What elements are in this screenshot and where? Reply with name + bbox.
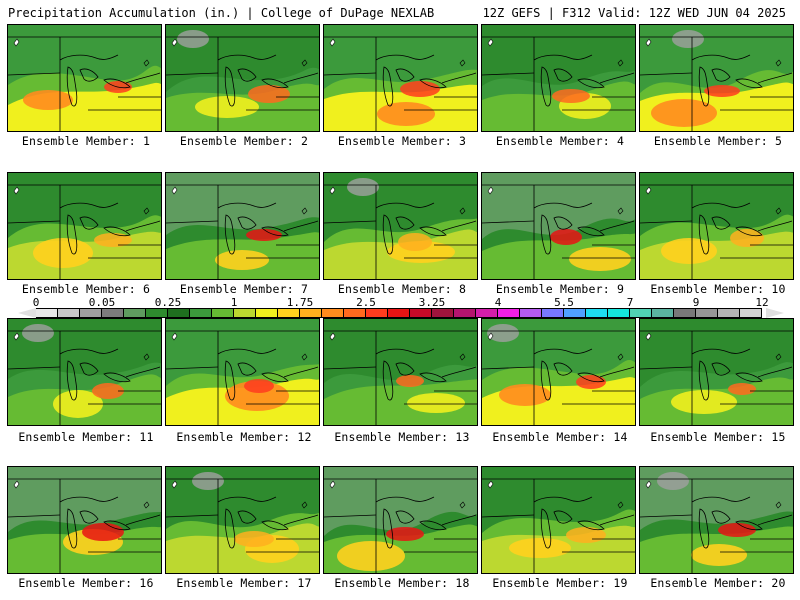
ensemble-map-11 <box>7 318 162 426</box>
colorbar-swatch <box>520 309 542 317</box>
colorbar-tick-label: 1.75 <box>286 296 314 309</box>
colorbar-swatch <box>300 309 322 317</box>
colorbar-tick-label: 5.5 <box>554 296 574 309</box>
colorbar-swatch <box>696 309 718 317</box>
colorbar-swatch <box>278 309 300 317</box>
ensemble-member-label: Ensemble Member: 18 <box>334 576 470 590</box>
colorbar-swatch <box>542 309 564 317</box>
ensemble-map-17 <box>165 466 320 574</box>
colorbar-swatch <box>476 309 498 317</box>
colorbar-swatch <box>652 309 674 317</box>
ensemble-map-10 <box>639 172 794 280</box>
colorbar-swatch <box>564 309 586 317</box>
colorbar-swatch <box>190 309 212 317</box>
ensemble-member-label: Ensemble Member: 15 <box>650 430 786 444</box>
ensemble-map-20 <box>639 466 794 574</box>
ensemble-member-label: Ensemble Member: 14 <box>492 430 628 444</box>
colorbar-swatch <box>58 309 80 317</box>
colorbar-swatch <box>80 309 102 317</box>
ensemble-map-15 <box>639 318 794 426</box>
ensemble-map-1 <box>7 24 162 132</box>
colorbar-tick-label: 12 <box>755 296 769 309</box>
colorbar-swatches <box>36 308 762 318</box>
ensemble-member-label: Ensemble Member: 17 <box>176 576 312 590</box>
colorbar-tick-label: 4 <box>494 296 502 309</box>
ensemble-map-16 <box>7 466 162 574</box>
ensemble-member-label: Ensemble Member: 2 <box>179 134 309 148</box>
colorbar-swatch <box>102 309 124 317</box>
colorbar-tick-label: 1 <box>230 296 238 309</box>
colorbar-swatch <box>410 309 432 317</box>
ensemble-map-8 <box>323 172 478 280</box>
ensemble-member-label: Ensemble Member: 10 <box>650 282 786 296</box>
colorbar-swatch <box>168 309 190 317</box>
colorbar-swatch <box>36 309 58 317</box>
precip-colorbar: 0 0.05 0.25 1 1.75 2.5 3.25 4 5.5 7 9 12 <box>0 296 800 320</box>
colorbar-swatch <box>212 309 234 317</box>
colorbar-swatch <box>234 309 256 317</box>
colorbar-tick-label: 7 <box>626 296 634 309</box>
ensemble-map-18 <box>323 466 478 574</box>
colorbar-swatch <box>498 309 520 317</box>
colorbar-swatch <box>740 309 762 317</box>
ensemble-map-3 <box>323 24 478 132</box>
ensemble-map-12 <box>165 318 320 426</box>
ensemble-map-7 <box>165 172 320 280</box>
ensemble-member-label: Ensemble Member: 7 <box>179 282 309 296</box>
ensemble-member-label: Ensemble Member: 12 <box>176 430 312 444</box>
colorbar-tick-label: 0.05 <box>88 296 116 309</box>
ensemble-member-label: Ensemble Member: 5 <box>653 134 783 148</box>
ensemble-member-label: Ensemble Member: 19 <box>492 576 628 590</box>
colorbar-tick-label: 2.5 <box>356 296 376 309</box>
ensemble-member-label: Ensemble Member: 6 <box>21 282 151 296</box>
colorbar-swatch <box>454 309 476 317</box>
colorbar-swatch <box>146 309 168 317</box>
ensemble-map-6 <box>7 172 162 280</box>
colorbar-left-arrow <box>18 308 36 318</box>
colorbar-tick-label: 9 <box>692 296 700 309</box>
colorbar-tick-label: 3.25 <box>418 296 446 309</box>
ensemble-member-label: Ensemble Member: 1 <box>21 134 151 148</box>
colorbar-swatch <box>344 309 366 317</box>
ensemble-member-label: Ensemble Member: 13 <box>334 430 470 444</box>
ensemble-member-label: Ensemble Member: 4 <box>495 134 625 148</box>
colorbar-right-arrow <box>766 308 784 318</box>
colorbar-tick-label: 0 <box>32 296 40 309</box>
colorbar-swatch <box>674 309 696 317</box>
product-title: Precipitation Accumulation (in.) | Colle… <box>8 6 435 20</box>
ensemble-map-4 <box>481 24 636 132</box>
ensemble-map-14 <box>481 318 636 426</box>
ensemble-map-9 <box>481 172 636 280</box>
model-run-info: 12Z GEFS | F312 Valid: 12Z WED JUN 04 20… <box>482 6 786 20</box>
ensemble-member-label: Ensemble Member: 3 <box>337 134 467 148</box>
ensemble-map-13 <box>323 318 478 426</box>
colorbar-swatch <box>256 309 278 317</box>
colorbar-swatch <box>718 309 740 317</box>
colorbar-swatch <box>366 309 388 317</box>
colorbar-swatch <box>630 309 652 317</box>
ensemble-map-5 <box>639 24 794 132</box>
ensemble-map-2 <box>165 24 320 132</box>
ensemble-member-label: Ensemble Member: 16 <box>18 576 154 590</box>
colorbar-swatch <box>322 309 344 317</box>
colorbar-swatch <box>388 309 410 317</box>
ensemble-member-label: Ensemble Member: 20 <box>650 576 786 590</box>
ensemble-member-label: Ensemble Member: 8 <box>337 282 467 296</box>
ensemble-member-label: Ensemble Member: 11 <box>18 430 154 444</box>
colorbar-swatch <box>432 309 454 317</box>
colorbar-tick-label: 0.25 <box>154 296 182 309</box>
colorbar-swatch <box>586 309 608 317</box>
ensemble-map-19 <box>481 466 636 574</box>
ensemble-member-label: Ensemble Member: 9 <box>495 282 625 296</box>
colorbar-swatch <box>124 309 146 317</box>
colorbar-swatch <box>608 309 630 317</box>
